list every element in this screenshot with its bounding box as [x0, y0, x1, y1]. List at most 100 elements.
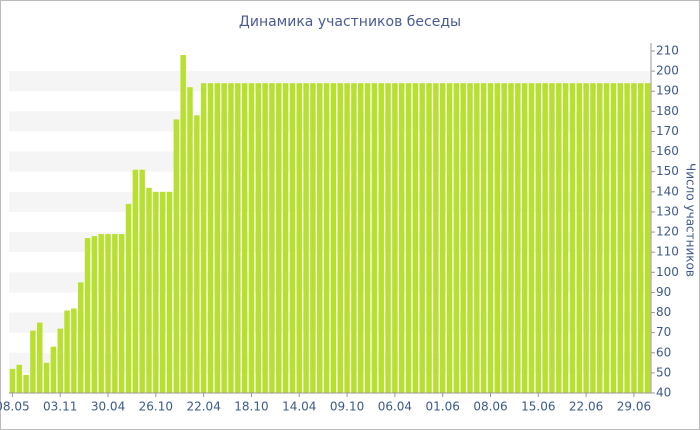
x-tick-label: 18.10: [234, 400, 268, 414]
bar: [617, 83, 623, 393]
bar: [610, 83, 617, 393]
bar: [37, 322, 43, 393]
bar: [139, 169, 145, 393]
bar: [207, 83, 214, 393]
bar: [235, 83, 241, 393]
bar: [494, 83, 501, 393]
x-tick-label: 30.04: [91, 400, 125, 414]
bar: [371, 83, 378, 393]
y-tick-label: 60: [656, 345, 671, 359]
bar: [269, 83, 275, 393]
bar: [91, 236, 98, 393]
grid-band: [9, 191, 651, 212]
x-tick-label: 14.04: [282, 400, 316, 414]
bar: [146, 187, 152, 393]
bar: [480, 83, 487, 393]
bar: [228, 83, 234, 393]
bar: [317, 83, 323, 393]
x-tick-label: 22.04: [186, 400, 220, 414]
bar: [296, 83, 302, 393]
bar: [57, 328, 63, 393]
y-tick-label: 170: [656, 124, 679, 138]
bar: [221, 83, 227, 393]
bar: [180, 55, 186, 393]
bar: [426, 83, 432, 393]
bar: [77, 282, 84, 393]
bar: [289, 83, 296, 393]
y-tick-label: 210: [656, 44, 679, 58]
x-tick-label: 15.06: [521, 400, 555, 414]
bar: [569, 83, 576, 393]
bar: [98, 234, 104, 393]
bar: [344, 83, 350, 393]
chart-title: Динамика участников беседы: [239, 14, 461, 30]
bar: [153, 191, 159, 393]
x-tick-label: 29.06: [617, 400, 651, 414]
bar: [501, 83, 507, 393]
bar: [200, 83, 207, 393]
bar: [132, 169, 139, 393]
bar: [337, 83, 343, 393]
y-tick-label: 100: [656, 265, 679, 279]
y-tick-label: 140: [656, 184, 679, 198]
y-tick-label: 160: [656, 144, 679, 158]
bar: [597, 83, 603, 393]
bar: [644, 83, 651, 393]
bar: [23, 374, 29, 393]
bar: [364, 83, 371, 393]
bar: [30, 330, 36, 393]
bar: [50, 346, 57, 393]
bar: [112, 234, 118, 393]
grid-band: [9, 71, 651, 92]
bar: [515, 83, 521, 393]
y-tick-label: 80: [656, 305, 671, 319]
x-tick-label: 08.05: [0, 400, 30, 414]
y-tick-label: 40: [656, 386, 671, 400]
bar: [330, 83, 337, 393]
bar: [603, 83, 610, 393]
bar: [583, 83, 589, 393]
bar: [419, 83, 425, 393]
bar: [310, 83, 316, 393]
bar: [351, 83, 357, 393]
bar: [590, 83, 596, 393]
y-tick-label: 180: [656, 104, 679, 118]
bar: [460, 83, 466, 393]
bar: [392, 83, 398, 393]
bar: [556, 83, 562, 393]
bar: [262, 83, 268, 393]
x-tick-label: 22.06: [569, 400, 603, 414]
bar: [323, 83, 330, 393]
bar: [105, 234, 111, 393]
bar: [638, 83, 644, 393]
y-tick-label: 70: [656, 325, 671, 339]
bar: [385, 83, 391, 393]
bar: [166, 191, 173, 393]
bar: [276, 83, 282, 393]
y-tick-label: 150: [656, 164, 679, 178]
y-tick-label: 190: [656, 84, 679, 98]
bar: [303, 83, 309, 393]
x-tick-label: 09.10: [330, 400, 364, 414]
bar: [43, 362, 50, 393]
bar: [542, 83, 548, 393]
bar: [378, 83, 384, 393]
x-tick-label: 03.11: [43, 400, 77, 414]
bar: [173, 119, 180, 394]
y-tick-label: 90: [656, 285, 671, 299]
bar: [549, 83, 555, 393]
bar: [118, 234, 125, 393]
bar: [433, 83, 439, 393]
bar: [84, 238, 91, 393]
y-tick-label: 120: [656, 225, 679, 239]
x-tick-label: 06.04: [378, 400, 412, 414]
bar: [9, 368, 16, 393]
bar: [562, 83, 569, 393]
x-tick-label: 26.10: [139, 400, 173, 414]
bar: [412, 83, 419, 393]
bar: [508, 83, 514, 393]
bar: [358, 83, 364, 393]
bar: [467, 83, 473, 393]
bar: [521, 83, 528, 393]
